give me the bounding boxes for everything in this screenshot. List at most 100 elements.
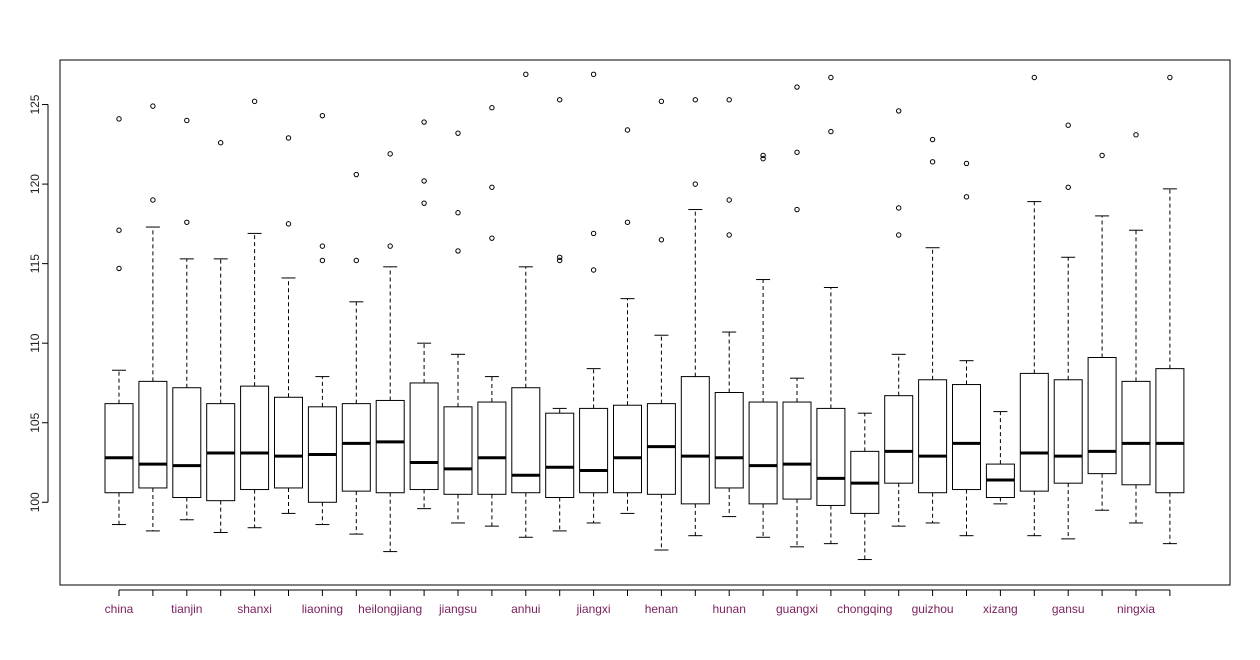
- box-henan: [646, 98, 676, 551]
- outlier-point: [1167, 74, 1173, 81]
- box-unlabeled-27: [1019, 74, 1049, 537]
- outlier-point: [116, 116, 122, 122]
- box-unlabeled-29: [1087, 152, 1117, 511]
- outlier-point: [1133, 132, 1139, 138]
- y-tick-label: 105: [28, 412, 42, 432]
- box-heilongjiang: [375, 151, 405, 553]
- x-tick-label: hunan: [713, 602, 746, 616]
- x-tick-label: xizang: [983, 602, 1018, 616]
- outlier-point: [658, 237, 665, 243]
- iqr-box: [1053, 379, 1083, 484]
- outlier-point: [557, 254, 563, 260]
- x-tick-label: gansu: [1052, 602, 1085, 616]
- outlier-point: [184, 219, 190, 225]
- iqr-box: [952, 384, 981, 491]
- box-china: [104, 116, 134, 526]
- outlier-point: [455, 210, 461, 216]
- box-unlabeled-21: [816, 74, 846, 545]
- box-anhui: [511, 71, 541, 538]
- outlier-point: [489, 105, 495, 111]
- outlier-point: [1099, 152, 1105, 159]
- outlier-point: [896, 205, 902, 211]
- iqr-box: [545, 412, 575, 499]
- outlier-point: [523, 71, 529, 78]
- outlier-point: [794, 84, 800, 90]
- outlier-point: [319, 112, 326, 119]
- iqr-box: [104, 403, 134, 494]
- x-tick-label: china: [105, 602, 134, 616]
- x-tick-label: guizhou: [912, 602, 954, 616]
- box-jiangxi: [579, 71, 609, 524]
- outlier-point: [963, 160, 970, 167]
- iqr-box: [579, 407, 609, 494]
- box-unlabeled-3: [206, 140, 236, 533]
- outlier-point: [116, 227, 122, 233]
- x-tick-label: ningxia: [1117, 602, 1155, 616]
- box-ningxia: [1121, 132, 1151, 524]
- box-unlabeled-13: [545, 97, 575, 532]
- iqr-box: [646, 403, 676, 495]
- iqr-box: [782, 401, 812, 500]
- x-tick-label: guangxi: [776, 602, 818, 616]
- outlier-point: [726, 97, 732, 103]
- outlier-point: [489, 184, 495, 190]
- iqr-box: [511, 387, 541, 494]
- outlier-point: [624, 127, 631, 133]
- outlier-point: [590, 71, 597, 78]
- box-unlabeled-1: [138, 103, 168, 532]
- outlier-point: [218, 140, 224, 146]
- outlier-point: [929, 159, 936, 165]
- x-tick-label: jiangxi: [576, 602, 611, 616]
- box-unlabeled-31: [1155, 74, 1185, 545]
- x-tick-label: shanxi: [237, 602, 272, 616]
- iqr-box: [274, 396, 303, 489]
- iqr-box: [1121, 380, 1151, 486]
- y-tick-label: 125: [28, 94, 42, 114]
- outlier-point: [319, 257, 326, 264]
- iqr-box: [341, 403, 371, 492]
- x-tick-label: chongqing: [837, 602, 892, 616]
- box-series: [104, 71, 1185, 561]
- outlier-point: [658, 98, 665, 105]
- outlier-point: [794, 149, 800, 155]
- outlier-point: [1065, 122, 1071, 128]
- iqr-box: [680, 376, 710, 505]
- outlier-point: [557, 257, 563, 264]
- box-shanxi: [240, 98, 270, 529]
- plot-frame: [59, 59, 1231, 586]
- outlier-point: [794, 206, 800, 213]
- outlier-point: [489, 235, 495, 241]
- y-tick-label: 110: [28, 333, 42, 352]
- iqr-box: [918, 379, 948, 494]
- box-guangxi: [782, 84, 812, 548]
- outlier-point: [929, 136, 936, 143]
- outlier-point: [353, 257, 359, 264]
- outlier-point: [353, 171, 359, 178]
- iqr-box: [748, 401, 778, 505]
- outlier-point: [624, 219, 631, 225]
- box-unlabeled-23: [884, 108, 914, 527]
- box-unlabeled-15: [613, 127, 642, 514]
- y-tick-label: 115: [28, 254, 42, 273]
- box-gansu: [1053, 122, 1083, 540]
- outlier-point: [455, 248, 461, 254]
- outlier-point: [760, 152, 766, 159]
- y-tick-label: 100: [28, 492, 42, 512]
- box-hunan: [714, 97, 744, 518]
- box-unlabeled-17: [680, 97, 710, 537]
- outlier-point: [387, 151, 393, 157]
- x-tick-label: liaoning: [302, 602, 343, 616]
- box-guizhou: [918, 136, 948, 524]
- iqr-box: [884, 395, 914, 484]
- box-unlabeled-5: [274, 135, 303, 514]
- outlier-point: [1031, 74, 1038, 81]
- outlier-point: [692, 181, 698, 187]
- outlier-point: [285, 135, 292, 141]
- outlier-point: [421, 200, 427, 206]
- outlier-point: [828, 74, 834, 81]
- x-tick-label: tianjin: [171, 602, 202, 616]
- x-tick-label: jiangsu: [438, 602, 477, 616]
- x-tick-label: heilongjiang: [358, 602, 422, 616]
- box-xizang: [985, 411, 1015, 505]
- iqr-box: [613, 404, 642, 494]
